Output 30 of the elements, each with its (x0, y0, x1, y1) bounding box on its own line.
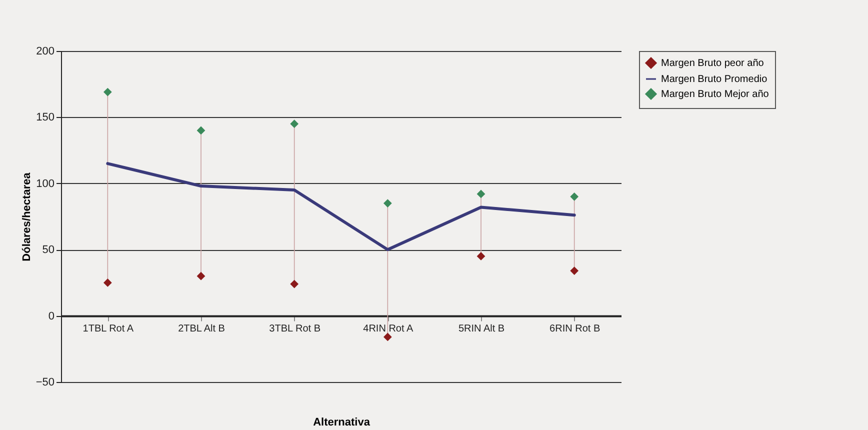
x-tick-label: 2TBL Alt B (178, 323, 226, 334)
y-tick-label: 150 (36, 112, 54, 124)
x-tick-label: 3TBL Rot B (269, 323, 321, 334)
point (383, 199, 392, 208)
line-series (106, 162, 576, 252)
point (103, 88, 112, 96)
x-tick-label: 6RIN Rot B (550, 323, 600, 334)
point (103, 278, 112, 287)
point (196, 126, 206, 135)
x-tick-label: 4RIN Rot A (363, 323, 414, 334)
point (476, 252, 486, 260)
legend-label: Margen Bruto Promedio (661, 74, 768, 85)
legend-label: Margen Bruto peor año (661, 58, 764, 69)
point (196, 272, 206, 280)
y-tick-label: 200 (36, 46, 54, 58)
point (290, 280, 299, 288)
y-tick-label: −50 (36, 376, 54, 388)
y-tick-label: 0 (48, 310, 54, 322)
y-tick-label: 50 (42, 244, 54, 256)
x-tick-label: 1TBL Rot A (82, 323, 134, 334)
point (290, 120, 299, 128)
point (476, 190, 486, 198)
y-tick-label: 100 (36, 178, 54, 190)
x-tick-label: 5RIN Alt B (458, 323, 505, 334)
point (570, 192, 579, 201)
point (383, 332, 392, 342)
legend-label: Margen Bruto Mejor año (661, 89, 770, 100)
y-axis-title: Dólares/hectarea (20, 172, 33, 262)
point (570, 266, 579, 275)
x-axis-title: Alternativa (313, 416, 371, 428)
